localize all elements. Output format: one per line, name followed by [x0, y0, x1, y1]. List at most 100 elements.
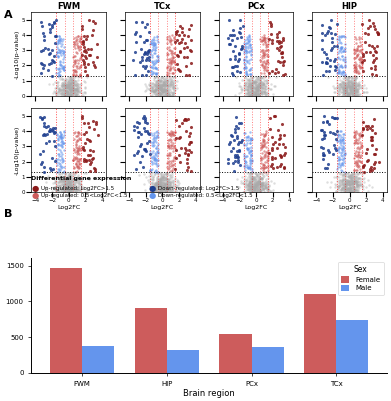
Point — [280, 61, 286, 68]
Point — [52, 39, 58, 46]
Point — [55, 81, 61, 88]
Point — [254, 172, 260, 178]
Point — [176, 180, 182, 186]
Point — [346, 90, 352, 97]
Point — [350, 81, 357, 88]
Point — [168, 82, 174, 88]
Point — [56, 72, 62, 79]
Point — [260, 64, 267, 70]
Point — [247, 91, 253, 98]
Point — [90, 148, 96, 154]
Point — [252, 174, 258, 180]
Point — [155, 55, 161, 61]
Point — [168, 59, 174, 65]
Point — [262, 89, 268, 95]
Point — [333, 147, 339, 153]
Point — [160, 80, 166, 86]
Point — [260, 130, 266, 137]
Point — [246, 182, 252, 189]
Point — [343, 180, 349, 186]
Point — [242, 45, 248, 52]
Point — [147, 167, 154, 173]
Point — [251, 176, 257, 182]
Point — [341, 86, 348, 92]
Point — [355, 162, 362, 168]
Point — [345, 79, 352, 85]
Point — [248, 137, 254, 143]
Point — [160, 183, 166, 189]
Point — [66, 179, 73, 186]
Point — [140, 171, 147, 177]
Point — [69, 185, 75, 191]
Point — [137, 159, 143, 166]
Point — [258, 165, 264, 171]
Point — [76, 179, 82, 185]
Point — [259, 55, 265, 61]
Point — [257, 186, 263, 193]
Point — [163, 177, 170, 184]
Point — [249, 83, 255, 90]
Point — [169, 183, 175, 190]
Point — [153, 180, 160, 186]
Point — [350, 91, 356, 98]
Point — [165, 136, 172, 143]
Point — [154, 169, 160, 175]
Point — [353, 148, 359, 154]
Point — [340, 187, 346, 193]
Point — [78, 49, 84, 56]
Point — [341, 186, 348, 192]
Point — [163, 178, 169, 184]
Point — [172, 154, 179, 161]
Point — [326, 56, 333, 63]
Point — [256, 85, 262, 92]
Point — [61, 183, 67, 189]
Point — [356, 184, 362, 191]
Point — [72, 92, 78, 99]
Point — [343, 88, 350, 95]
Point — [348, 87, 354, 93]
Point — [62, 180, 68, 186]
Point — [343, 86, 349, 92]
Point — [258, 186, 264, 193]
Point — [255, 188, 262, 194]
Point — [248, 86, 254, 93]
Point — [255, 181, 261, 187]
Point — [326, 63, 333, 69]
Point — [243, 182, 249, 188]
Point — [169, 187, 175, 194]
Point — [65, 174, 71, 180]
Point — [262, 47, 269, 53]
Point — [170, 66, 177, 72]
Point — [362, 150, 369, 156]
Point — [248, 85, 254, 91]
Point — [177, 48, 183, 54]
Point — [245, 38, 251, 44]
Point — [56, 142, 62, 149]
Point — [352, 79, 359, 85]
Point — [163, 85, 169, 92]
Point — [269, 67, 275, 74]
Point — [265, 41, 271, 47]
Point — [248, 92, 255, 99]
Point — [351, 76, 357, 82]
Point — [252, 184, 258, 190]
Point — [66, 189, 72, 195]
Point — [346, 91, 352, 98]
Point — [168, 59, 174, 65]
Point — [69, 183, 75, 189]
Point — [57, 61, 63, 67]
Point — [59, 176, 66, 182]
Point — [59, 81, 66, 87]
Point — [354, 144, 360, 151]
Point — [341, 76, 348, 83]
Point — [257, 88, 264, 94]
Point — [342, 185, 348, 191]
Point — [251, 174, 257, 180]
Point — [57, 37, 64, 44]
Point — [91, 168, 98, 175]
Point — [327, 128, 333, 135]
Point — [360, 85, 366, 91]
Point — [43, 140, 49, 147]
Point — [356, 91, 362, 97]
Point — [58, 184, 64, 190]
